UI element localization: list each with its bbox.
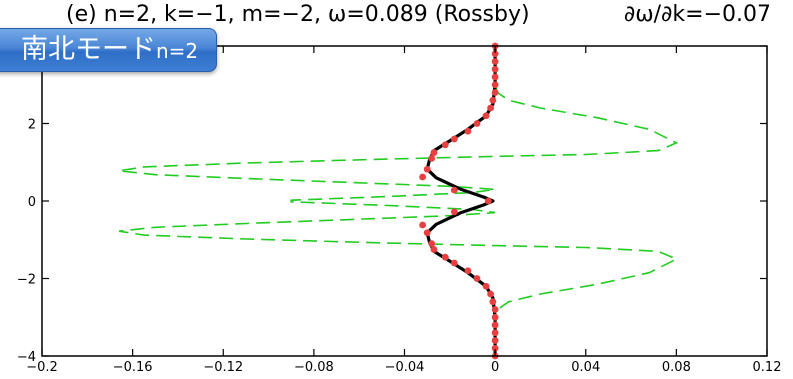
axis-ticks: −0.2 −0.16 −0.12 −0.08 −0.04 0 0.04 0.08 0.12 −4 −… [17,40,782,375]
series-red-marker [491,306,499,313]
x-tick-label: 0.04 [571,360,600,375]
series-red-marker [450,135,458,143]
series-red-marker [473,275,481,282]
series-red-marker [487,290,494,298]
x-tick-label: 0.12 [753,360,782,375]
y-tick-label: 2 [28,118,36,133]
series-red-marker [489,96,497,104]
series-red-marker [473,120,481,127]
x-tick-label: 0 [491,360,499,375]
series-red-marker [428,154,436,162]
series-red-marker [423,165,431,173]
series-red-marker [482,112,490,120]
x-tick-label: −0.16 [113,360,153,375]
badge-sub-label: n=2 [156,39,199,63]
series-red-marker [491,50,499,58]
series-red-marker [464,127,472,135]
series-red-marker [491,89,499,96]
series-red-marker [423,229,431,237]
series-red-marker [450,259,458,267]
series-red-marker [450,186,458,194]
series-red-marker [489,298,497,306]
series-red-marker [441,253,449,261]
chart-title-right: ∂ω/∂k=−0.07 [623,2,771,27]
series-red-marker [430,149,438,156]
x-tick-label: −0.12 [203,360,243,375]
series-red-marker [491,313,499,321]
x-tick-label: 0.08 [662,360,691,375]
series-red-marker [487,104,494,112]
chart-title-left: (e) n=2, k=−1, m=−2, ω=0.089 (Rossby) [66,2,530,27]
series-red-marker [491,337,499,344]
series-black-solid [425,46,497,356]
series-red-marker [430,246,438,253]
plot-frame [41,45,768,357]
badge-main-label: 南北モード [21,34,156,65]
series-red-marker [491,73,499,81]
chart-curves [118,42,679,360]
series-red-marker [428,240,436,248]
series-red-marker [419,173,427,181]
series-red-marker [441,141,449,149]
series-red-marker [482,282,490,290]
series-green-dashed [118,46,679,356]
x-tick-label: −0.04 [385,360,425,375]
series-red-marker [484,197,492,205]
series-red-marker [491,58,499,65]
series-red-marker [491,65,499,73]
x-tick-label: −0.2 [26,360,58,375]
series-red-marker [491,81,499,89]
x-tick-label: −0.08 [294,360,334,375]
series-red-marker [491,344,499,352]
y-tick-label: 0 [28,195,36,210]
y-tick-label: −2 [17,273,36,288]
series-red-marker [491,329,499,337]
y-tick-label: −4 [17,350,36,365]
series-red-marker [491,321,499,329]
series-red-marker [419,221,427,229]
series-red-marker [464,267,472,275]
section-badge: 南北モードn=2 [0,28,218,72]
series-red-marker [450,208,458,216]
